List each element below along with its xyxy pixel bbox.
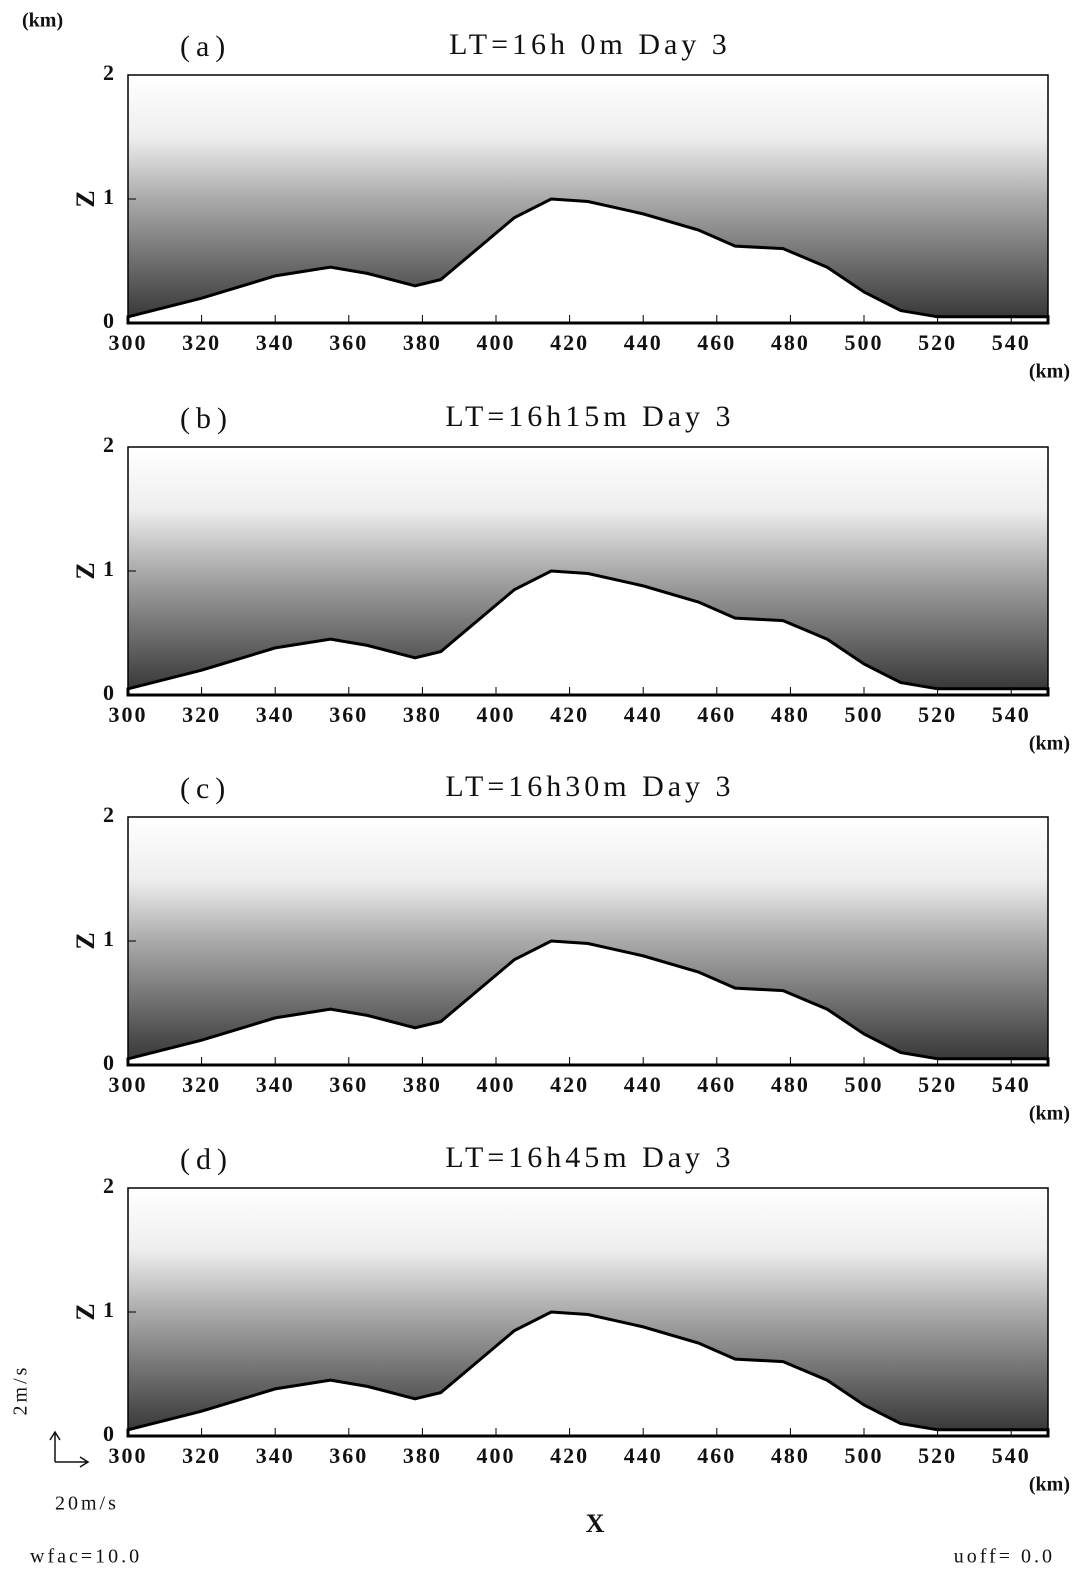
chart-title: LT=16h45m Day 3 bbox=[445, 1141, 734, 1174]
wfac: wfac=10.0 bbox=[30, 1546, 142, 1568]
x-tick-label: 320 bbox=[182, 1443, 221, 1468]
x-tick-label: 320 bbox=[182, 1072, 221, 1097]
panel-label: (c) bbox=[180, 772, 231, 805]
x-tick-label: 540 bbox=[992, 1443, 1031, 1468]
x-tick-label: 440 bbox=[624, 1443, 663, 1468]
y-tick-label: 0 bbox=[103, 1421, 116, 1446]
y-tick-label: 0 bbox=[103, 308, 116, 333]
x-unit: (km) bbox=[1029, 1103, 1070, 1125]
y-unit: (km) bbox=[22, 10, 63, 32]
y-tick-label: 2 bbox=[103, 60, 116, 85]
x-tick-label: 400 bbox=[477, 330, 516, 355]
y-label: Z bbox=[71, 1303, 100, 1320]
y-tick-label: 2 bbox=[103, 1173, 116, 1198]
x-tick-label: 360 bbox=[329, 1443, 368, 1468]
x-tick-label: 380 bbox=[403, 702, 442, 727]
x-tick-label: 520 bbox=[918, 1443, 957, 1468]
y-label: Z bbox=[71, 562, 100, 579]
x-tick-label: 400 bbox=[477, 1443, 516, 1468]
x-tick-label: 380 bbox=[403, 330, 442, 355]
x-tick-label: 420 bbox=[550, 1443, 589, 1468]
x-tick-label: 500 bbox=[845, 1443, 884, 1468]
x-tick-label: 300 bbox=[109, 702, 148, 727]
x-tick-label: 300 bbox=[109, 1072, 148, 1097]
terrain bbox=[126, 939, 1050, 1067]
y-tick-label: 2 bbox=[103, 802, 116, 827]
w-scale: 2m/s bbox=[10, 1365, 32, 1416]
x-tick-label: 420 bbox=[550, 1072, 589, 1097]
x-tick-label: 480 bbox=[771, 1072, 810, 1097]
x-tick-label: 480 bbox=[771, 330, 810, 355]
x-tick-label: 440 bbox=[624, 702, 663, 727]
x-tick-label: 500 bbox=[845, 702, 884, 727]
x-tick-label: 340 bbox=[256, 1443, 295, 1468]
y-tick-label: 0 bbox=[103, 680, 116, 705]
x-tick-label: 520 bbox=[918, 702, 957, 727]
x-tick-label: 540 bbox=[992, 702, 1031, 727]
x-tick-label: 480 bbox=[771, 1443, 810, 1468]
x-tick-label: 540 bbox=[992, 330, 1031, 355]
y-tick-label: 1 bbox=[103, 926, 116, 951]
x-tick-label: 400 bbox=[477, 1072, 516, 1097]
y-tick-label: 2 bbox=[103, 432, 116, 457]
u-scale: 20m/s bbox=[55, 1493, 119, 1515]
x-tick-label: 300 bbox=[109, 330, 148, 355]
x-tick-label: 380 bbox=[403, 1443, 442, 1468]
x-unit: (km) bbox=[1029, 733, 1070, 755]
x-tick-label: 320 bbox=[182, 330, 221, 355]
x-tick-label: 480 bbox=[771, 702, 810, 727]
y-tick-label: 0 bbox=[103, 1050, 116, 1075]
x-label: X bbox=[586, 1509, 605, 1538]
uoff: uoff= 0.0 bbox=[954, 1546, 1055, 1568]
chart-title: LT=16h 0m Day 3 bbox=[449, 28, 731, 61]
x-tick-label: 340 bbox=[256, 330, 295, 355]
x-tick-label: 360 bbox=[329, 330, 368, 355]
x-tick-label: 420 bbox=[550, 702, 589, 727]
x-tick-label: 500 bbox=[845, 1072, 884, 1097]
x-unit: (km) bbox=[1029, 1474, 1070, 1496]
x-tick-label: 540 bbox=[992, 1072, 1031, 1097]
x-tick-label: 400 bbox=[477, 702, 516, 727]
x-tick-label: 440 bbox=[624, 1072, 663, 1097]
x-tick-label: 520 bbox=[918, 1072, 957, 1097]
y-tick-label: 1 bbox=[103, 556, 116, 581]
x-tick-label: 380 bbox=[403, 1072, 442, 1097]
terrain bbox=[126, 569, 1050, 697]
x-tick-label: 300 bbox=[109, 1443, 148, 1468]
y-tick-label: 1 bbox=[103, 1297, 116, 1322]
panel-label: (a) bbox=[180, 30, 231, 63]
chart-title: LT=16h30m Day 3 bbox=[445, 770, 734, 803]
x-tick-label: 460 bbox=[697, 702, 736, 727]
x-tick-label: 500 bbox=[845, 330, 884, 355]
x-tick-label: 420 bbox=[550, 330, 589, 355]
x-tick-label: 340 bbox=[256, 702, 295, 727]
scale-arrows bbox=[49, 1430, 90, 1468]
x-tick-label: 460 bbox=[697, 1072, 736, 1097]
x-tick-label: 320 bbox=[182, 702, 221, 727]
y-label: Z bbox=[71, 190, 100, 207]
y-label: Z bbox=[71, 932, 100, 949]
y-tick-label: 1 bbox=[103, 184, 116, 209]
x-unit: (km) bbox=[1029, 361, 1070, 383]
x-tick-label: 340 bbox=[256, 1072, 295, 1097]
chart-title: LT=16h15m Day 3 bbox=[445, 400, 734, 433]
panel-label: (d) bbox=[180, 1143, 233, 1176]
terrain bbox=[126, 197, 1050, 325]
x-tick-label: 360 bbox=[329, 1072, 368, 1097]
x-tick-label: 440 bbox=[624, 330, 663, 355]
x-tick-label: 520 bbox=[918, 330, 957, 355]
x-tick-label: 460 bbox=[697, 330, 736, 355]
x-tick-label: 360 bbox=[329, 702, 368, 727]
terrain bbox=[126, 1310, 1050, 1438]
x-tick-label: 460 bbox=[697, 1443, 736, 1468]
panel-label: (b) bbox=[180, 402, 233, 435]
